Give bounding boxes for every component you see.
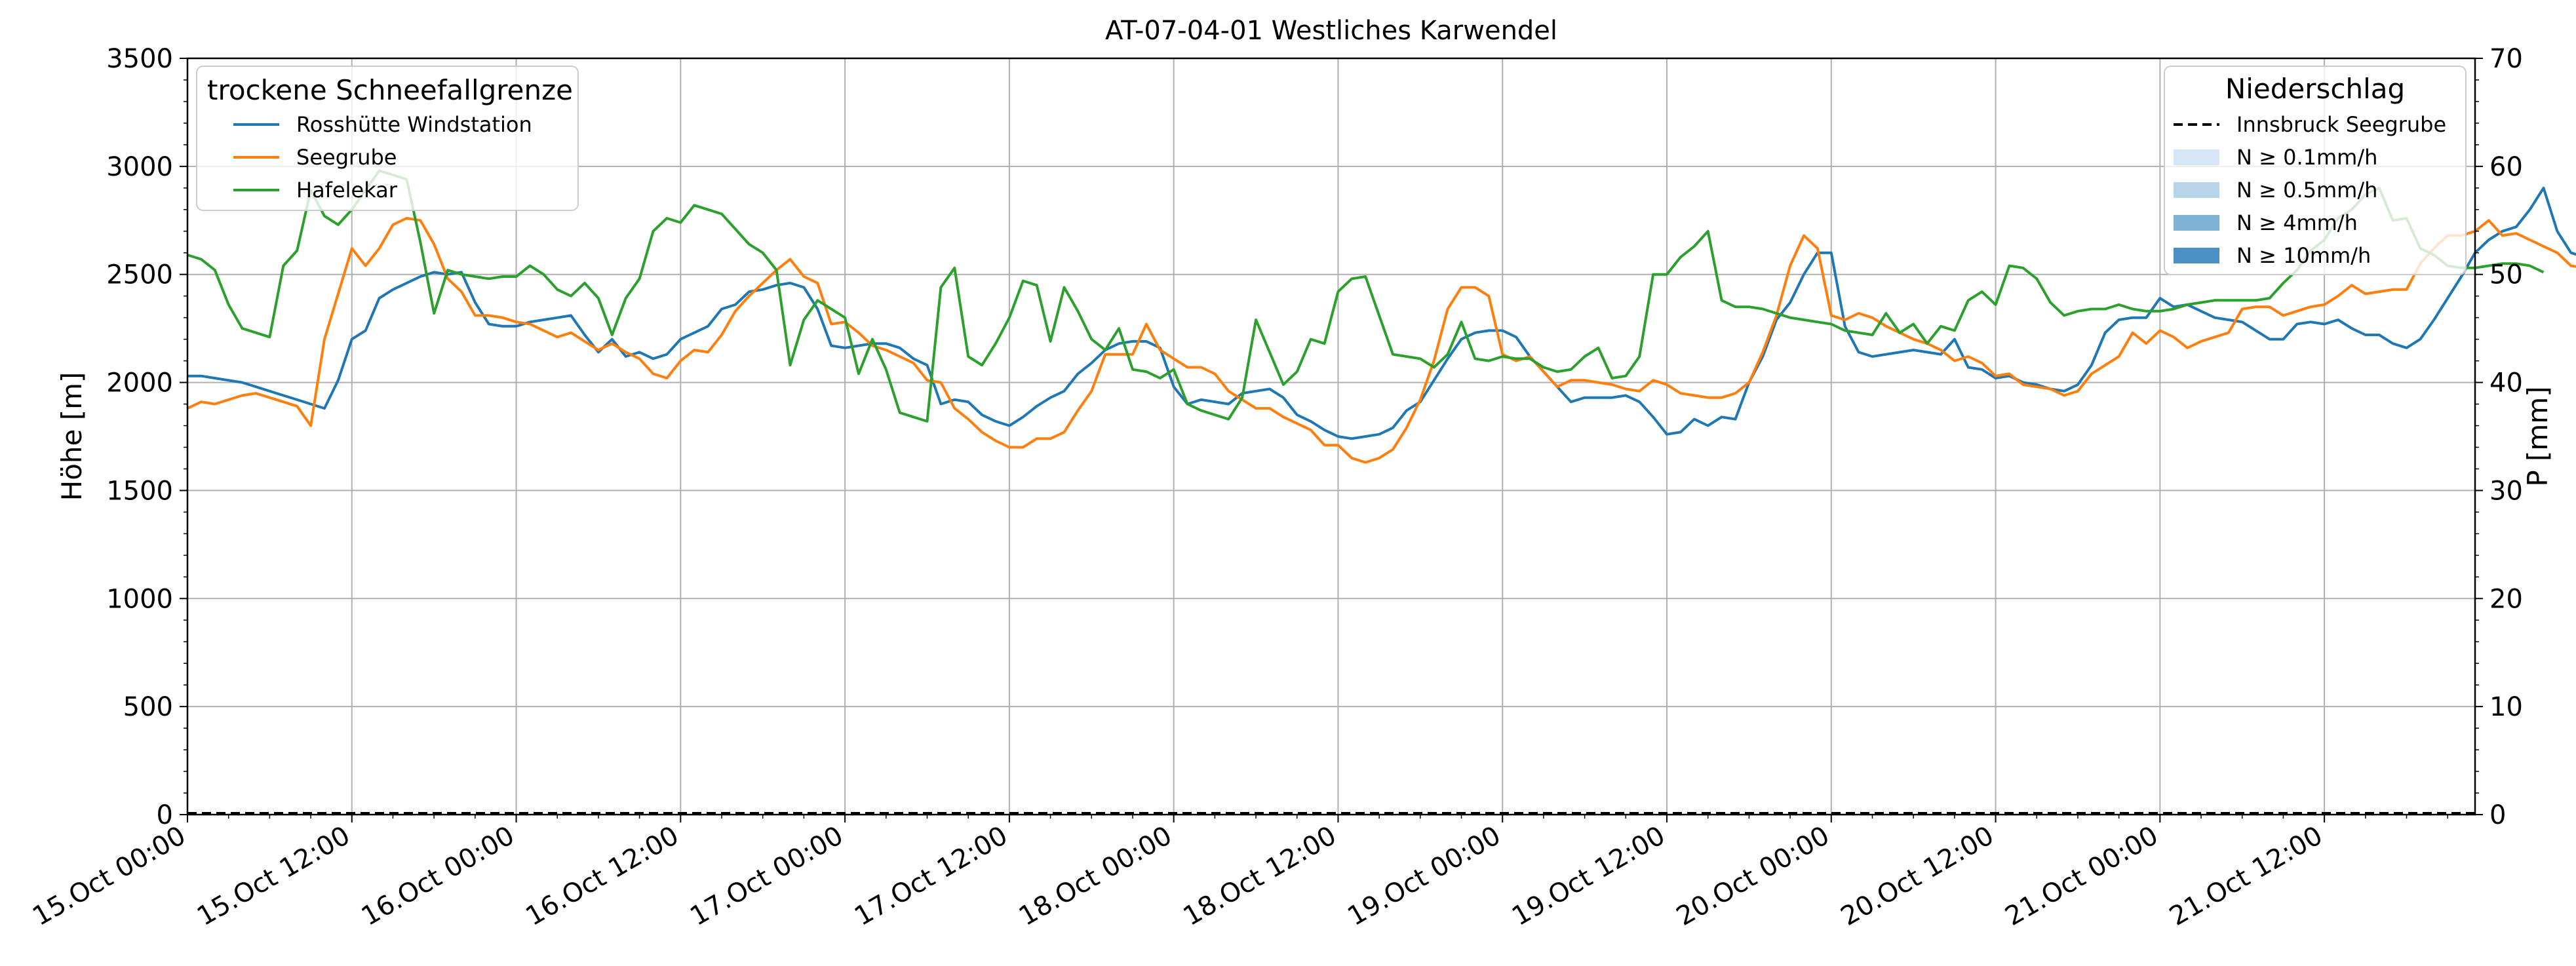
legend-left-label: Rosshütte Windstation — [296, 112, 532, 137]
legend-left-label: Seegrube — [296, 145, 397, 170]
legend-right-swatch — [2174, 248, 2219, 263]
legend-left: trockene Schneefallgrenze Rosshütte Wind… — [196, 66, 579, 211]
legend-right-label: N ≥ 0.1mm/h — [2236, 145, 2377, 170]
series-line-1 — [187, 217, 2576, 464]
legend-right: Niederschlag Innsbruck Seegrube N ≥ 0.1mm… — [2164, 66, 2467, 275]
y2-tick-label: 50 — [2489, 260, 2523, 290]
y-tick-label: 2000 — [106, 368, 173, 398]
legend-right-swatch — [2174, 182, 2219, 198]
plot-frame — [186, 57, 2476, 816]
y-tick-label: 2500 — [106, 260, 173, 290]
y-tick-label: 500 — [123, 692, 173, 722]
y2-axis-title: P [mm] — [2522, 386, 2554, 486]
legend-right-label: N ≥ 4mm/h — [2236, 210, 2358, 235]
y2-tick-label: 10 — [2489, 692, 2523, 722]
legend-right-box — [2164, 66, 2467, 275]
y-tick-label: 0 — [157, 800, 173, 830]
y-tick-label: 1000 — [106, 584, 173, 614]
legend-right-title: Niederschlag — [2225, 73, 2405, 105]
y2-tick-label: 60 — [2489, 152, 2523, 182]
y-axis-title: Höhe [m] — [56, 372, 88, 501]
chart-title: AT-07-04-01 Westliches Karwendel — [1105, 16, 1557, 46]
y2-axis-ticks: 0 10 20 30 40 50 60 70 — [2475, 44, 2523, 830]
y-tick-label: 3000 — [106, 152, 173, 182]
y2-tick-label: 40 — [2489, 368, 2523, 398]
y-tick-label: 3500 — [106, 44, 173, 74]
y2-tick-label: 0 — [2489, 800, 2506, 830]
legend-left-title: trockene Schneefallgrenze — [207, 74, 573, 106]
legend-left-entries: Rosshütte Windstation Seegrube Hafelekar — [233, 112, 532, 203]
y-axis-ticks: 0 500 1000 1500 2000 2500 3000 3500 — [106, 44, 187, 830]
series-line-2 — [187, 169, 2545, 423]
y2-tick-label: 20 — [2489, 584, 2523, 614]
legend-right-swatch — [2174, 149, 2219, 165]
series-lines — [187, 169, 2576, 464]
y2-tick-label: 30 — [2489, 476, 2523, 506]
y2-tick-label: 70 — [2489, 44, 2523, 74]
y-tick-label: 1500 — [106, 476, 173, 506]
legend-right-label: Innsbruck Seegrube — [2236, 112, 2446, 137]
legend-right-entries: Innsbruck Seegrube N ≥ 0.1mm/h N ≥ 0.5mm/h… — [2174, 112, 2446, 268]
legend-right-label: N ≥ 0.5mm/h — [2236, 178, 2377, 203]
legend-left-box — [196, 66, 579, 211]
legend-right-swatch — [2174, 215, 2219, 231]
legend-right-label: N ≥ 10mm/h — [2236, 243, 2371, 268]
legend-left-label: Hafelekar — [296, 178, 398, 203]
